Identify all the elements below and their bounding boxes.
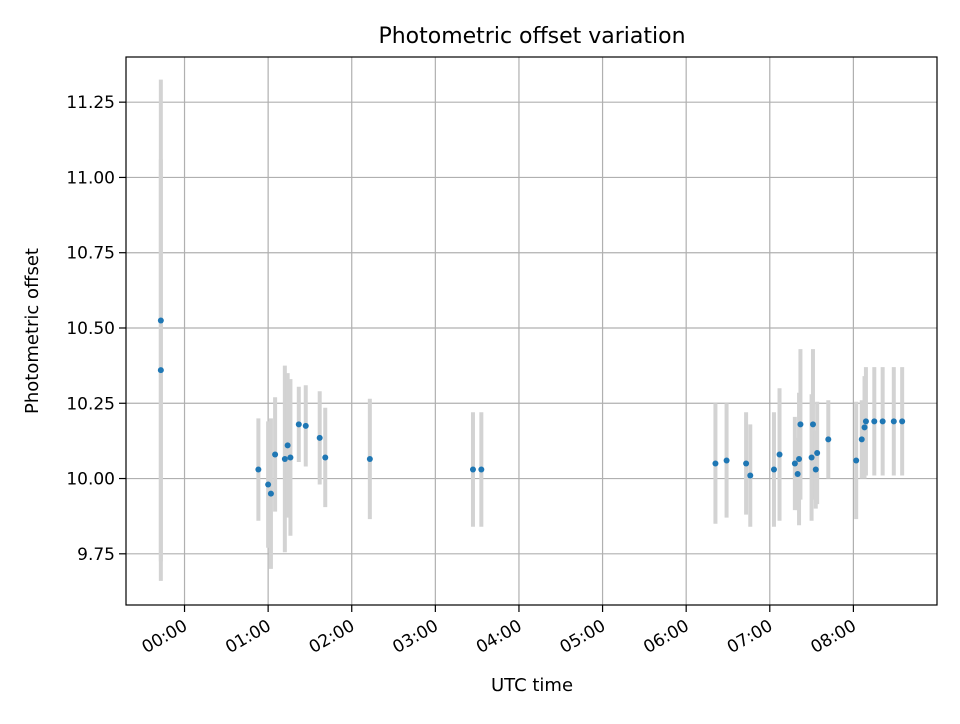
- data-point: [776, 451, 783, 458]
- data-point: [157, 367, 164, 374]
- x-tick-label: 01:00: [222, 616, 274, 658]
- data-point: [302, 422, 309, 429]
- data-point: [267, 490, 274, 497]
- data-point: [871, 418, 878, 425]
- y-tick-label: 10.00: [66, 470, 115, 490]
- data-point: [469, 466, 476, 473]
- data-point: [316, 434, 323, 441]
- data-point: [255, 466, 262, 473]
- y-axis-label: Photometric offset: [22, 248, 43, 414]
- x-tick-label: 07:00: [724, 616, 776, 658]
- grid-lines: [126, 57, 937, 605]
- data-point: [770, 466, 777, 473]
- data-point: [723, 457, 730, 464]
- data-point: [284, 442, 291, 449]
- data-point: [747, 472, 754, 479]
- y-tick-label: 10.25: [66, 394, 115, 414]
- data-point: [899, 418, 906, 425]
- data-point: [322, 454, 329, 461]
- x-tick-label: 03:00: [389, 616, 441, 658]
- data-points: [157, 317, 906, 497]
- data-point: [712, 460, 719, 467]
- x-tick-label: 05:00: [557, 616, 609, 658]
- data-point: [858, 436, 865, 443]
- data-point: [295, 421, 302, 428]
- data-point: [808, 454, 815, 461]
- data-point: [478, 466, 485, 473]
- data-point: [157, 317, 164, 324]
- y-tick-label: 10.50: [66, 319, 115, 339]
- data-point: [862, 418, 869, 425]
- x-tick-label: 04:00: [473, 616, 525, 658]
- plot-frame: [125, 56, 938, 606]
- data-point: [814, 449, 821, 456]
- error-bars: [158, 79, 905, 581]
- y-tick-label: 11.25: [66, 93, 115, 113]
- data-point: [890, 418, 897, 425]
- data-point: [287, 454, 294, 461]
- x-tick-label: 06:00: [640, 616, 692, 658]
- data-point: [809, 421, 816, 428]
- data-point: [743, 460, 750, 467]
- x-tick-label: 08:00: [807, 616, 859, 658]
- data-point: [825, 436, 832, 443]
- x-tick-label: 00:00: [139, 616, 191, 658]
- x-tick-label: 02:00: [306, 616, 358, 658]
- data-point: [797, 421, 804, 428]
- x-axis-label: UTC time: [491, 675, 573, 696]
- chart-title: Photometric offset variation: [378, 24, 685, 49]
- data-point: [879, 418, 886, 425]
- y-tick-label: 9.75: [77, 545, 115, 565]
- data-point: [281, 455, 288, 462]
- y-axis-ticks: 9.75 10.00 10.25 10.50 10.75 11.00 11.25: [66, 93, 126, 565]
- data-point: [861, 424, 868, 431]
- data-point: [272, 451, 279, 458]
- data-point: [791, 460, 798, 467]
- data-point: [812, 466, 819, 473]
- data-point: [853, 457, 860, 464]
- y-tick-label: 11.00: [66, 168, 115, 188]
- data-point: [265, 481, 272, 488]
- x-axis-ticks: 00:00 01:00 02:00 03:00 04:00 05:00 06:00 07:00…: [139, 605, 860, 658]
- y-tick-label: 10.75: [66, 244, 115, 264]
- data-point: [796, 455, 803, 462]
- data-point: [794, 471, 801, 478]
- data-point: [366, 455, 373, 462]
